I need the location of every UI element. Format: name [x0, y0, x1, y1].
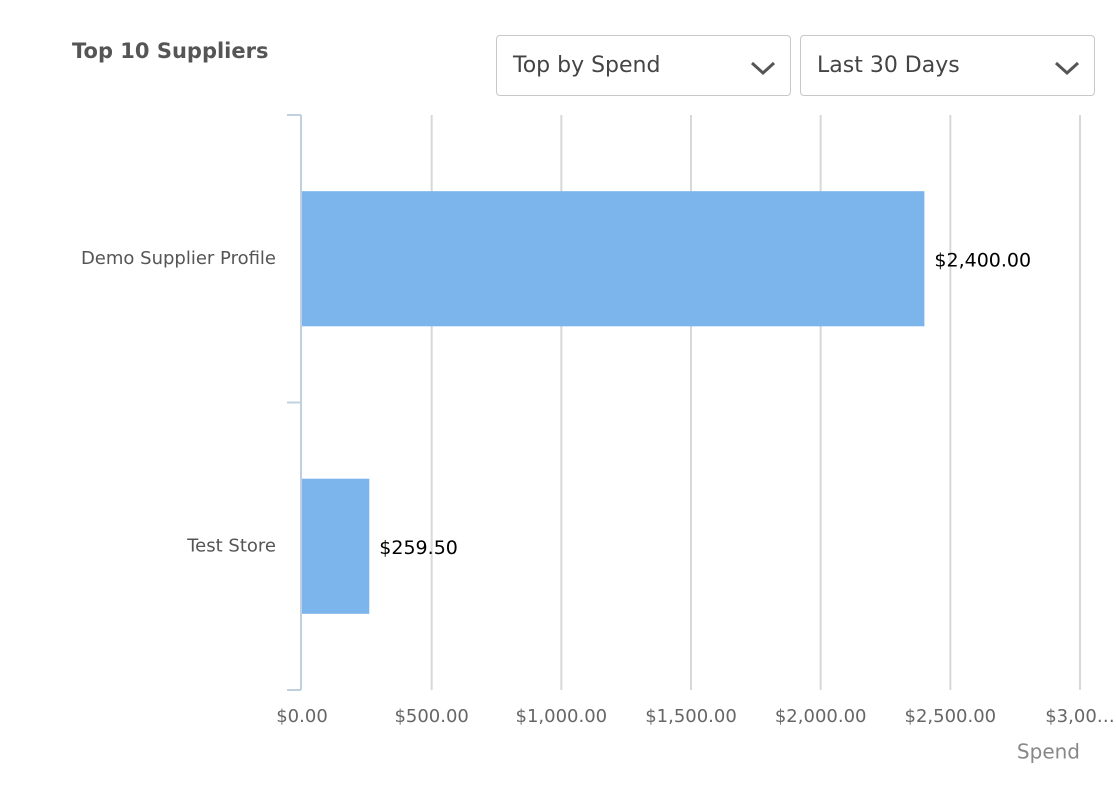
chevron [1054, 61, 1080, 76]
chevron [750, 61, 776, 76]
x-tick-label: $2,500.00 [905, 706, 997, 727]
y-tick-label: Test Store [186, 535, 276, 556]
data-label: $259.50 [379, 537, 458, 559]
bar [302, 478, 370, 614]
y-tick-label: Demo Supplier Profile [81, 248, 276, 269]
bar [302, 191, 925, 327]
x-tick-label: $2,000.00 [775, 706, 867, 727]
x-tick-label: $3,00… [1045, 706, 1115, 727]
x-tick-label: $500.00 [394, 706, 468, 727]
data-label: $2,400.00 [934, 249, 1031, 271]
x-axis-title: Spend [1017, 740, 1080, 764]
dropdown-text: Last 30 Days [817, 53, 960, 78]
x-tick-label: $0.00 [276, 706, 328, 727]
sort-dropdown[interactable]: Top by Spend [496, 35, 791, 96]
x-tick-label: $1,500.00 [645, 706, 737, 727]
chart-title: Top 10 Suppliers [72, 39, 268, 63]
period-dropdown[interactable]: Last 30 Days [800, 35, 1095, 96]
x-tick-label: $1,000.00 [516, 706, 608, 727]
dropdown-text: Top by Spend [513, 53, 661, 78]
